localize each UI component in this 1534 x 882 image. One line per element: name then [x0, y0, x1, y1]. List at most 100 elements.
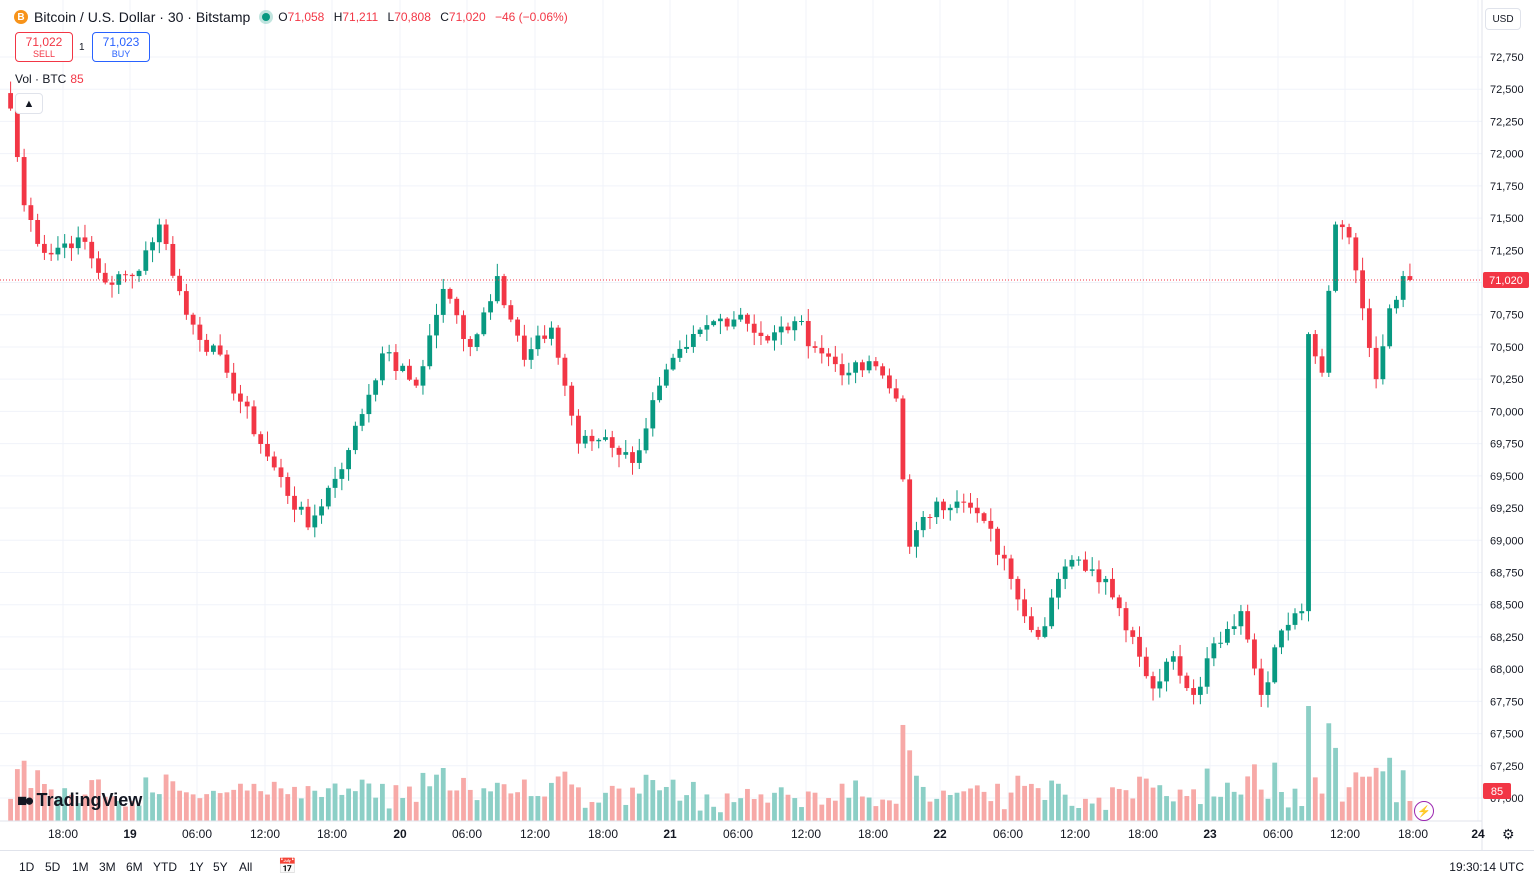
time-tick-label: 06:00: [723, 827, 753, 841]
tradingview-logo[interactable]: ■● TradingView: [17, 790, 142, 811]
volume-bar: [569, 784, 575, 821]
range-1y[interactable]: 1Y: [189, 860, 204, 874]
gear-icon[interactable]: ⚙: [1502, 826, 1515, 842]
volume-bar: [711, 806, 717, 821]
range-5y[interactable]: 5Y: [213, 860, 228, 874]
candle-body: [731, 319, 737, 327]
candle-body: [812, 346, 818, 348]
volume-bar: [1285, 807, 1291, 821]
candle-body: [582, 435, 588, 444]
price-tick-label: 70,250: [1490, 374, 1524, 386]
time-tick-label: 18:00: [1398, 827, 1428, 841]
volume-bar: [359, 779, 365, 821]
volume-bar: [89, 780, 95, 821]
collapse-legend-button[interactable]: ▲: [15, 93, 43, 114]
volume-bar: [339, 794, 345, 821]
candle-body: [440, 288, 446, 315]
volume-bar: [718, 812, 723, 821]
volume-bar: [1083, 798, 1088, 821]
volume-bar: [1245, 776, 1251, 821]
candle-body: [954, 501, 960, 508]
candle-body: [454, 298, 460, 316]
volume-bars: [8, 706, 1413, 821]
volume-bar: [1008, 792, 1014, 821]
market-status-icon[interactable]: [262, 13, 271, 21]
candle-body: [1306, 334, 1311, 612]
buy-price: 71,023: [102, 35, 140, 49]
volume-bar: [217, 793, 223, 821]
range-5d[interactable]: 5D: [45, 860, 61, 874]
candle-body: [1164, 661, 1169, 682]
volume-bar: [305, 786, 311, 821]
candle-body: [501, 276, 507, 306]
candle-body: [35, 219, 41, 244]
chart-grid: [0, 0, 1482, 821]
candle-body: [238, 393, 243, 402]
candle-body: [467, 339, 473, 347]
volume-bar: [657, 790, 662, 821]
range-3m[interactable]: 3M: [99, 860, 116, 874]
calendar-icon[interactable]: 📅: [278, 858, 297, 875]
candle-body: [1184, 675, 1190, 689]
candle-body: [718, 318, 723, 322]
candle-body: [129, 274, 135, 277]
buy-button[interactable]: 71,023 BUY: [92, 32, 150, 62]
volume-bar: [724, 793, 730, 821]
volume-bar: [312, 790, 318, 821]
range-ytd[interactable]: YTD: [153, 860, 177, 874]
utc-clock[interactable]: 19:30:14 UTC: [1449, 860, 1524, 874]
price-tick-label: 68,250: [1490, 632, 1524, 644]
range-all[interactable]: All: [239, 860, 253, 874]
volume-bar: [1197, 804, 1203, 821]
candle-body: [1197, 686, 1203, 695]
sell-button[interactable]: 71,022 SELL: [15, 32, 73, 62]
candle-body: [407, 365, 412, 380]
price-tick-label: 72,000: [1490, 149, 1524, 161]
price-tick-label: 72,750: [1490, 52, 1524, 64]
candle-body: [1076, 559, 1082, 561]
candle-body: [183, 291, 189, 315]
range-1d[interactable]: 1D: [19, 860, 35, 874]
symbol-title[interactable]: Bitcoin / U.S. Dollar · 30 · Bitstamp: [34, 9, 251, 25]
volume-bar: [630, 787, 635, 821]
candle-body: [521, 335, 527, 360]
candle-body: [339, 469, 345, 479]
candle-body: [1265, 682, 1271, 695]
candle-body: [1387, 308, 1393, 347]
currency-selector[interactable]: USD: [1485, 8, 1521, 30]
volume-bar: [988, 801, 994, 821]
volume-bar: [832, 800, 838, 821]
candle-body: [508, 305, 514, 320]
candle-body: [1137, 636, 1142, 657]
volume-bar: [1042, 799, 1048, 821]
range-6m[interactable]: 6M: [126, 860, 143, 874]
candle-body: [150, 242, 155, 251]
volume-bar: [704, 794, 710, 821]
candle-body: [1204, 658, 1210, 687]
candle-body: [589, 435, 595, 442]
volume-bar: [839, 783, 845, 821]
candle-body: [657, 385, 662, 401]
volume-bar: [1056, 783, 1061, 821]
range-1m[interactable]: 1M: [72, 860, 89, 874]
candle-body: [1022, 599, 1027, 617]
candle-body: [1211, 643, 1217, 659]
candle-body: [528, 349, 534, 360]
volume-bar: [42, 783, 47, 821]
volume-bar: [75, 803, 81, 821]
price-tick-label: 69,000: [1490, 535, 1524, 547]
volume-bar: [1204, 768, 1210, 821]
volume-bar: [738, 798, 744, 821]
volume-bar: [292, 786, 297, 821]
volume-bar: [981, 791, 987, 821]
candle-body: [474, 334, 480, 347]
volume-bar: [481, 788, 487, 821]
volume-bar: [1346, 787, 1352, 821]
candle-body: [427, 335, 433, 367]
candle-body: [204, 339, 210, 352]
lightning-icon[interactable]: ⚡: [1414, 801, 1434, 821]
volume-bar: [386, 808, 392, 821]
candle-body: [62, 243, 68, 248]
time-tick-label: 12:00: [250, 827, 280, 841]
